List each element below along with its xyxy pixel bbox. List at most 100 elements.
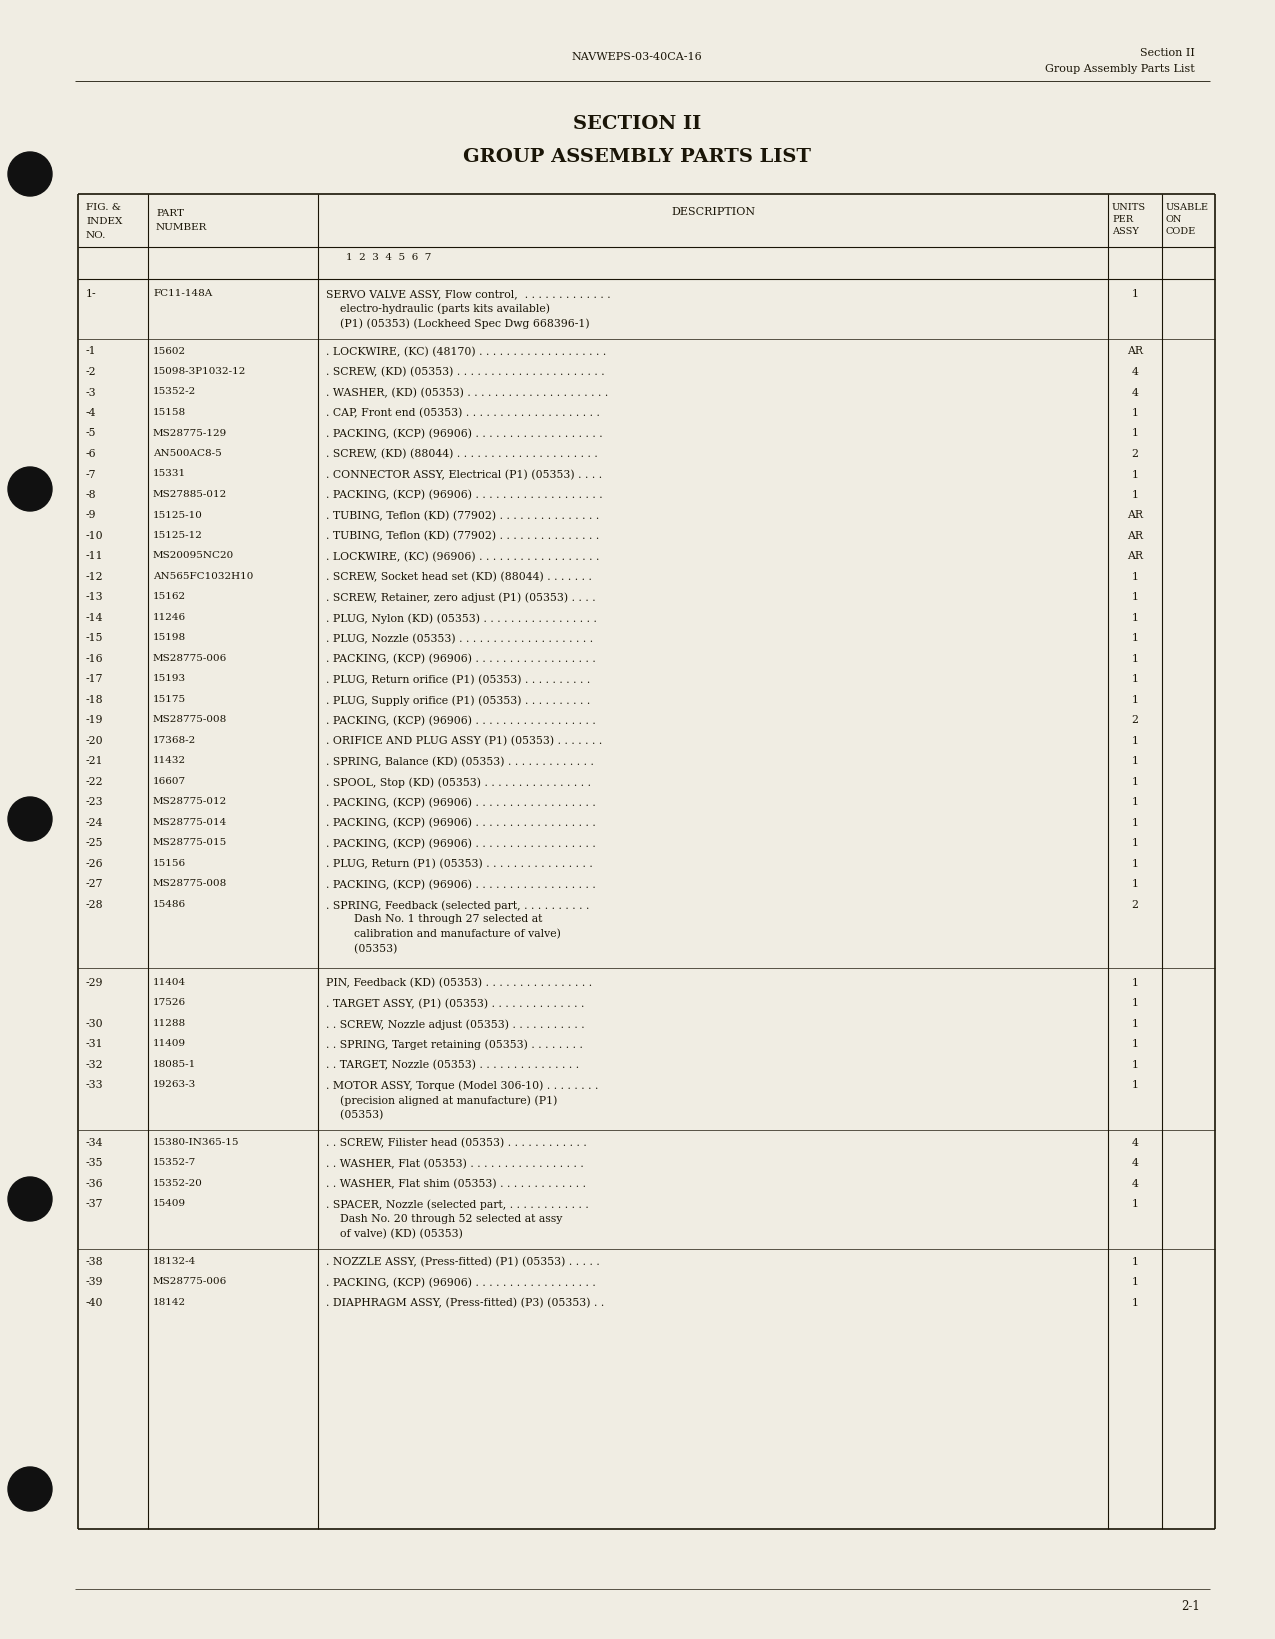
Text: AN500AC8-5: AN500AC8-5 (153, 449, 222, 457)
Text: 1: 1 (1131, 592, 1139, 602)
Text: PER: PER (1112, 215, 1133, 225)
Text: -36: -36 (85, 1178, 103, 1188)
Text: 19263-3: 19263-3 (153, 1080, 196, 1088)
Text: 2-1: 2-1 (1181, 1600, 1200, 1613)
Text: 1: 1 (1131, 1255, 1139, 1267)
Text: AN565FC1032H10: AN565FC1032H10 (153, 572, 254, 580)
Text: 15162: 15162 (153, 592, 186, 602)
Text: -9: -9 (85, 510, 97, 520)
Text: 1: 1 (1131, 572, 1139, 582)
Text: AR: AR (1127, 531, 1142, 541)
Text: 16607: 16607 (153, 777, 186, 785)
Text: -33: -33 (85, 1080, 103, 1090)
Text: 11288: 11288 (153, 1018, 186, 1028)
Text: -39: -39 (85, 1277, 103, 1287)
Text: calibration and manufacture of valve): calibration and manufacture of valve) (326, 928, 561, 939)
Text: 1: 1 (1131, 1277, 1139, 1287)
Text: PIN, Feedback (KD) (05353) . . . . . . . . . . . . . . . .: PIN, Feedback (KD) (05353) . . . . . . .… (326, 977, 592, 988)
Text: 15175: 15175 (153, 695, 186, 703)
Text: 11404: 11404 (153, 977, 186, 987)
Text: 15156: 15156 (153, 859, 186, 867)
Text: 15193: 15193 (153, 674, 186, 683)
Text: (precision aligned at manufacture) (P1): (precision aligned at manufacture) (P1) (326, 1095, 557, 1105)
Text: 11246: 11246 (153, 613, 186, 621)
Text: AR: AR (1127, 551, 1142, 561)
Text: 1: 1 (1131, 879, 1139, 888)
Text: -38: -38 (85, 1255, 103, 1267)
Text: 1: 1 (1131, 428, 1139, 438)
Text: 4: 4 (1132, 387, 1139, 397)
Text: . PACKING, (KCP) (96906) . . . . . . . . . . . . . . . . . .: . PACKING, (KCP) (96906) . . . . . . . .… (326, 797, 595, 808)
Text: . SPOOL, Stop (KD) (05353) . . . . . . . . . . . . . . . .: . SPOOL, Stop (KD) (05353) . . . . . . .… (326, 777, 592, 787)
Text: 1: 1 (1131, 818, 1139, 828)
Text: . . WASHER, Flat (05353) . . . . . . . . . . . . . . . . .: . . WASHER, Flat (05353) . . . . . . . .… (326, 1157, 584, 1169)
Text: MS28775-006: MS28775-006 (153, 1277, 227, 1285)
Text: 1: 1 (1131, 490, 1139, 500)
Text: 1: 1 (1131, 736, 1139, 746)
Text: UNITS: UNITS (1112, 203, 1146, 211)
Text: -26: -26 (85, 859, 103, 869)
Text: AR: AR (1127, 346, 1142, 356)
Text: 1: 1 (1131, 977, 1139, 987)
Text: . NOZZLE ASSY, (Press-fitted) (P1) (05353) . . . . .: . NOZZLE ASSY, (Press-fitted) (P1) (0535… (326, 1255, 599, 1267)
Text: 15198: 15198 (153, 633, 186, 642)
Text: 18132-4: 18132-4 (153, 1255, 196, 1265)
Text: Group Assembly Parts List: Group Assembly Parts List (1046, 64, 1195, 74)
Text: . PACKING, (KCP) (96906) . . . . . . . . . . . . . . . . . .: . PACKING, (KCP) (96906) . . . . . . . .… (326, 654, 595, 664)
Text: 1: 1 (1131, 1059, 1139, 1069)
Text: AR: AR (1127, 510, 1142, 520)
Text: 1: 1 (1131, 1039, 1139, 1049)
Text: ON: ON (1167, 215, 1182, 225)
Text: -35: -35 (85, 1157, 103, 1167)
Text: . SCREW, Retainer, zero adjust (P1) (05353) . . . .: . SCREW, Retainer, zero adjust (P1) (053… (326, 592, 595, 603)
Text: . PACKING, (KCP) (96906) . . . . . . . . . . . . . . . . . .: . PACKING, (KCP) (96906) . . . . . . . .… (326, 838, 595, 849)
Text: FIG. &: FIG. & (85, 203, 121, 211)
Text: NO.: NO. (85, 231, 106, 239)
Text: INDEX: INDEX (85, 216, 122, 226)
Text: SERVO VALVE ASSY, Flow control,  . . . . . . . . . . . . .: SERVO VALVE ASSY, Flow control, . . . . … (326, 288, 611, 298)
Text: (05353): (05353) (326, 942, 398, 954)
Text: . DIAPHRAGM ASSY, (Press-fitted) (P3) (05353) . .: . DIAPHRAGM ASSY, (Press-fitted) (P3) (0… (326, 1296, 604, 1308)
Text: . PACKING, (KCP) (96906) . . . . . . . . . . . . . . . . . .: . PACKING, (KCP) (96906) . . . . . . . .… (326, 818, 595, 828)
Text: . WASHER, (KD) (05353) . . . . . . . . . . . . . . . . . . . . .: . WASHER, (KD) (05353) . . . . . . . . .… (326, 387, 608, 398)
Text: . SPACER, Nozzle (selected part, . . . . . . . . . . . .: . SPACER, Nozzle (selected part, . . . .… (326, 1198, 589, 1210)
Text: -34: -34 (85, 1137, 103, 1147)
Text: GROUP ASSEMBLY PARTS LIST: GROUP ASSEMBLY PARTS LIST (463, 148, 811, 166)
Text: -6: -6 (85, 449, 97, 459)
Text: 1: 1 (1131, 613, 1139, 623)
Text: 15486: 15486 (153, 900, 186, 908)
Text: . . SCREW, Filister head (05353) . . . . . . . . . . . .: . . SCREW, Filister head (05353) . . . .… (326, 1137, 586, 1147)
Text: -4: -4 (85, 408, 97, 418)
Text: 18085-1: 18085-1 (153, 1059, 196, 1069)
Text: PART: PART (156, 208, 184, 218)
Text: 1: 1 (1131, 797, 1139, 806)
Text: 1: 1 (1131, 654, 1139, 664)
Text: (05353): (05353) (326, 1110, 384, 1119)
Text: . PACKING, (KCP) (96906) . . . . . . . . . . . . . . . . . .: . PACKING, (KCP) (96906) . . . . . . . .… (326, 879, 595, 890)
Text: CODE: CODE (1167, 226, 1196, 236)
Text: -25: -25 (85, 838, 103, 847)
Text: -29: -29 (85, 977, 103, 987)
Text: . SPRING, Balance (KD) (05353) . . . . . . . . . . . . .: . SPRING, Balance (KD) (05353) . . . . .… (326, 756, 594, 767)
Text: NUMBER: NUMBER (156, 223, 208, 231)
Circle shape (8, 798, 52, 841)
Text: MS28775-015: MS28775-015 (153, 838, 227, 847)
Text: electro-hydraulic (parts kits available): electro-hydraulic (parts kits available) (326, 303, 550, 315)
Text: USABLE: USABLE (1167, 203, 1209, 211)
Text: 15409: 15409 (153, 1198, 186, 1208)
Circle shape (8, 467, 52, 511)
Text: -12: -12 (85, 572, 103, 582)
Text: -21: -21 (85, 756, 103, 765)
Text: -31: -31 (85, 1039, 103, 1049)
Text: -19: -19 (85, 715, 103, 724)
Text: 4: 4 (1132, 367, 1139, 377)
Text: 15352-7: 15352-7 (153, 1157, 196, 1167)
Text: 1: 1 (1131, 859, 1139, 869)
Text: 4: 4 (1132, 1157, 1139, 1167)
Text: 1: 1 (1131, 408, 1139, 418)
Text: -17: -17 (85, 674, 103, 683)
Text: (P1) (05353) (Lockheed Spec Dwg 668396-1): (P1) (05353) (Lockheed Spec Dwg 668396-1… (326, 318, 589, 328)
Text: -40: -40 (85, 1296, 103, 1308)
Text: -24: -24 (85, 818, 103, 828)
Text: MS28775-129: MS28775-129 (153, 428, 227, 438)
